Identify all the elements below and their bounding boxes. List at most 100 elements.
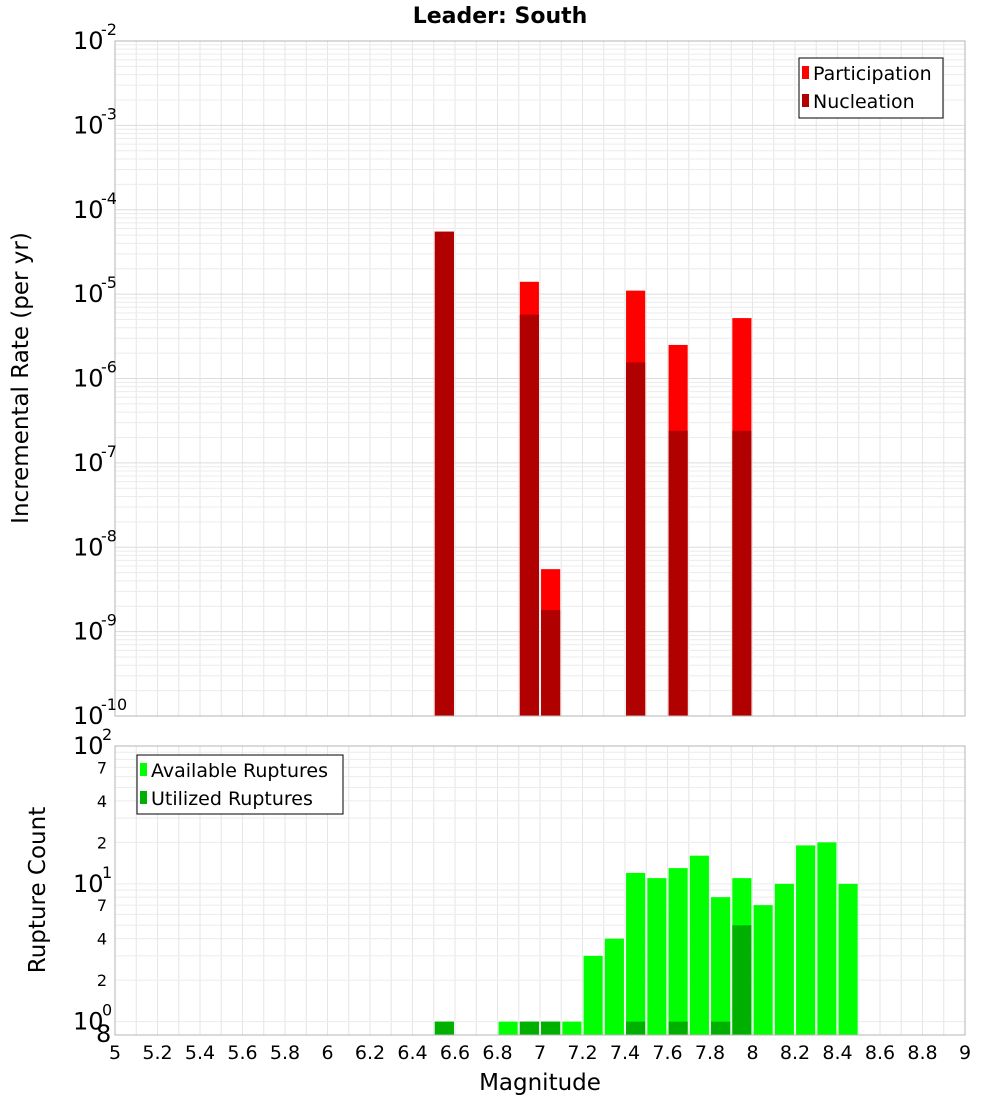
nucleation-bar bbox=[434, 231, 454, 716]
utilized-ruptures-bar bbox=[434, 1021, 454, 1035]
available-ruptures-bar bbox=[711, 897, 731, 1035]
x-tick-label: 7.6 bbox=[652, 1042, 682, 1064]
available-ruptures-bar bbox=[498, 1021, 518, 1035]
top-y-tick-exponent: -6 bbox=[101, 358, 117, 377]
utilized-ruptures-bar bbox=[668, 1021, 688, 1035]
top-y-axis-label: Incremental Rate (per yr) bbox=[8, 232, 34, 524]
bottom-bars bbox=[434, 842, 858, 1035]
available-ruptures-bar bbox=[583, 955, 603, 1035]
x-tick-label: 6 bbox=[321, 1042, 333, 1064]
utilized-ruptures-bar bbox=[541, 1021, 561, 1035]
top-plot-frame bbox=[114, 40, 966, 717]
bottom-y-tick-exponent: 0 bbox=[102, 1001, 112, 1020]
nucleation-bar bbox=[541, 610, 561, 716]
bottom-legend: Available Ruptures Utilized Ruptures bbox=[136, 754, 344, 815]
top-y-tick-exponent: -7 bbox=[101, 442, 117, 461]
bottom-y-axis-label: Rupture Count bbox=[25, 807, 51, 973]
top-y-tick-base: 10 bbox=[73, 27, 104, 55]
available-ruptures-bar bbox=[668, 868, 688, 1035]
available-ruptures-bar bbox=[817, 842, 837, 1035]
x-tick-label: 5.8 bbox=[270, 1042, 300, 1064]
available-ruptures-bar bbox=[774, 883, 794, 1035]
bottom-y-tick-exponent: 1 bbox=[102, 863, 112, 882]
bottom-y-tick-label: 7 bbox=[97, 896, 107, 915]
x-tick-label: 6.6 bbox=[440, 1042, 470, 1064]
bottom-y-tick-label: 4 bbox=[97, 792, 107, 811]
x-tick-label: 8 bbox=[746, 1042, 758, 1064]
legend-utilized-label: Utilized Ruptures bbox=[151, 788, 313, 810]
bottom-y-tick-exponent: 2 bbox=[102, 725, 112, 744]
top-y-tick-base: 10 bbox=[73, 449, 104, 477]
chart-title: Leader: South bbox=[413, 4, 588, 29]
available-ruptures-bar bbox=[604, 938, 624, 1035]
top-legend: Participation Nucleation bbox=[798, 57, 944, 119]
bottom-plot-frame bbox=[114, 745, 966, 1036]
legend-participation-swatch bbox=[802, 66, 809, 79]
top-y-tick-exponent: -4 bbox=[101, 189, 117, 208]
top-y-tick-exponent: -8 bbox=[101, 526, 117, 545]
available-ruptures-bar bbox=[838, 883, 858, 1035]
x-tick-label: 6.8 bbox=[482, 1042, 512, 1064]
top-bars bbox=[434, 231, 752, 716]
top-y-tick-base: 10 bbox=[73, 111, 104, 139]
bottom-y-extra-label: 8 bbox=[96, 1020, 111, 1048]
x-tick-label: 8.6 bbox=[865, 1042, 895, 1064]
x-tick-label: 7.2 bbox=[567, 1042, 597, 1064]
top-y-tick-base: 10 bbox=[73, 280, 104, 308]
top-y-tick-base: 10 bbox=[73, 533, 104, 561]
x-tick-label: 8.2 bbox=[780, 1042, 810, 1064]
legend-utilized-swatch bbox=[140, 791, 147, 804]
legend-available-swatch bbox=[140, 763, 147, 776]
nucleation-bar bbox=[668, 430, 688, 716]
bottom-y-tick-base: 10 bbox=[73, 870, 104, 898]
x-tick-label: 6.4 bbox=[397, 1042, 427, 1064]
x-tick-label: 5.6 bbox=[227, 1042, 257, 1064]
x-tick-label: 5 bbox=[109, 1042, 121, 1064]
bottom-y-tick-label: 2 bbox=[97, 971, 107, 990]
available-ruptures-bar bbox=[562, 1021, 582, 1035]
available-ruptures-bar bbox=[796, 845, 816, 1035]
bottom-y-tick-label: 2 bbox=[97, 833, 107, 852]
nucleation-bar bbox=[626, 362, 646, 716]
x-tick-labels: 5 5.2 5.4 5.6 5.8 6 6.2 6.4 6.6 6.8 7 7.2 7.4 7.6 7.8 8… bbox=[109, 1042, 971, 1064]
x-tick-label: 7.4 bbox=[610, 1042, 640, 1064]
top-grid bbox=[114, 41, 966, 717]
x-tick-label: 8.4 bbox=[822, 1042, 852, 1064]
x-tick-label: 7.8 bbox=[695, 1042, 725, 1064]
bottom-y-tick-base: 10 bbox=[73, 732, 104, 760]
legend-nucleation-label: Nucleation bbox=[813, 91, 915, 113]
top-y-tick-base: 10 bbox=[73, 365, 104, 393]
top-y-tick-exponent: -2 bbox=[101, 20, 117, 39]
top-y-tick-exponent: -9 bbox=[101, 611, 117, 630]
top-y-tick-base: 10 bbox=[73, 196, 104, 224]
x-tick-label: 5.4 bbox=[185, 1042, 215, 1064]
available-ruptures-bar bbox=[689, 855, 709, 1035]
available-ruptures-bar bbox=[753, 905, 773, 1035]
legend-nucleation-swatch bbox=[802, 94, 809, 107]
legend-participation-label: Participation bbox=[813, 63, 932, 85]
x-tick-label: 7 bbox=[534, 1042, 546, 1064]
bottom-y-tick-base: 10 bbox=[73, 1008, 104, 1036]
top-y-tick-exponent: -10 bbox=[101, 695, 127, 714]
top-y-tick-base: 10 bbox=[73, 702, 104, 730]
top-y-tick-base: 10 bbox=[73, 618, 104, 646]
utilized-ruptures-bar bbox=[519, 1021, 539, 1035]
available-ruptures-bar bbox=[647, 878, 667, 1035]
utilized-ruptures-bar bbox=[626, 1021, 646, 1035]
top-legend-box bbox=[798, 57, 944, 119]
bottom-legend-box bbox=[136, 754, 344, 815]
bottom-grid bbox=[114, 746, 966, 1035]
bottom-y-tick-label: 4 bbox=[97, 930, 107, 949]
x-tick-label: 9 bbox=[959, 1042, 971, 1064]
nucleation-bar bbox=[519, 314, 539, 716]
available-ruptures-bar bbox=[626, 872, 646, 1035]
legend-available-label: Available Ruptures bbox=[151, 760, 328, 782]
x-axis-label: Magnitude bbox=[479, 1070, 601, 1096]
x-tick-label: 6.2 bbox=[355, 1042, 385, 1064]
top-y-tick-exponent: -3 bbox=[101, 104, 117, 123]
nucleation-bar bbox=[732, 430, 752, 716]
